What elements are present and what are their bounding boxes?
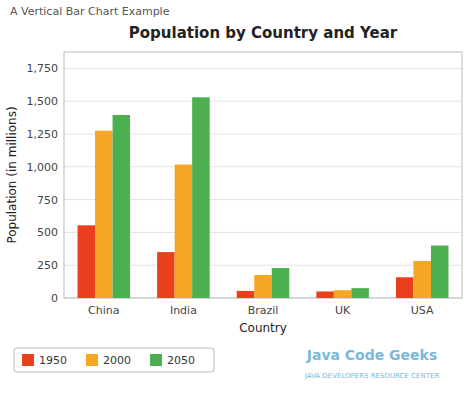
background [0, 0, 474, 408]
bar [78, 225, 96, 298]
legend-swatch [86, 354, 98, 366]
chart-svg: A Vertical Bar Chart Example Population b… [0, 0, 474, 408]
bars [78, 97, 449, 298]
bar [413, 261, 431, 298]
x-tick-label: India [170, 304, 197, 317]
bar [431, 246, 449, 298]
legend-label: 1950 [39, 354, 67, 367]
x-tick-label: Brazil [248, 304, 279, 317]
grid-line [64, 68, 462, 69]
grid [64, 68, 462, 298]
y-tick-label: 1,000 [27, 161, 59, 174]
bar [113, 115, 131, 298]
y-tick-label: 0 [51, 292, 58, 305]
legend-swatch [150, 354, 162, 366]
y-tick-label: 1,500 [27, 95, 59, 108]
y-tick-label: 250 [37, 259, 58, 272]
x-tick-label: China [88, 304, 119, 317]
legend: 1950 2000 2050 [14, 348, 214, 372]
y-axis: 0 250 500 750 1,000 1,250 1,500 1,750 [27, 62, 59, 305]
x-tick-label: UK [335, 304, 351, 317]
bar [237, 291, 255, 298]
legend-label: 2000 [103, 354, 131, 367]
bar [351, 288, 369, 298]
chart-title: Population by Country and Year [129, 24, 398, 42]
bar [175, 165, 193, 298]
watermark-sub: JAVA DEVELOPERS RESOURCE CENTER [304, 372, 440, 380]
window-caption: A Vertical Bar Chart Example [10, 5, 170, 18]
bar [95, 131, 113, 298]
y-tick-label: 1,750 [27, 62, 59, 75]
bar [272, 268, 290, 298]
x-axis: China India Brazil UK USA [88, 304, 434, 317]
x-axis-label: Country [239, 321, 287, 335]
legend-box [14, 348, 214, 372]
legend-swatch [22, 354, 34, 366]
chart-container: A Vertical Bar Chart Example Population b… [0, 0, 474, 408]
plot-frame [64, 52, 462, 298]
grid-line [64, 101, 462, 102]
bar [254, 275, 272, 298]
y-tick-label: 750 [37, 194, 58, 207]
bar [396, 277, 414, 298]
y-tick-label: 1,250 [27, 128, 59, 141]
bar [334, 290, 352, 298]
bar [157, 252, 175, 298]
bar [192, 97, 210, 298]
legend-label: 2050 [167, 354, 195, 367]
y-axis-label: Population (in millions) [5, 106, 19, 243]
bar [316, 291, 334, 298]
x-tick-label: USA [411, 304, 434, 317]
watermark: Java Code Geeks [306, 347, 438, 363]
y-tick-label: 500 [37, 226, 58, 239]
